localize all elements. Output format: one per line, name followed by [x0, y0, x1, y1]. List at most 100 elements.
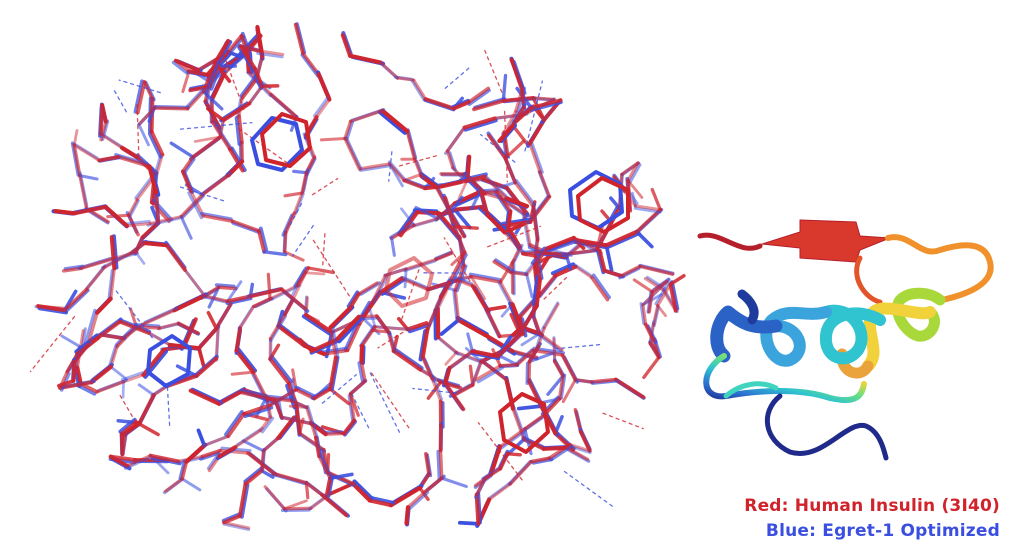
- bond-stick: [448, 195, 464, 215]
- bond-stick: [542, 301, 560, 329]
- bond-stick: [573, 407, 583, 434]
- hydrogen-bond: [136, 103, 140, 160]
- bond-stick: [306, 266, 335, 275]
- hydrogen-bond: [321, 374, 357, 404]
- bond-stick: [252, 66, 265, 89]
- bond-stick: [525, 246, 549, 277]
- bond-stick: [260, 449, 266, 473]
- bond-stick: [179, 193, 204, 219]
- ring-red-top: [260, 112, 312, 168]
- bond-stick: [405, 321, 429, 332]
- bond-stick: [445, 149, 455, 170]
- bond-stick: [474, 492, 481, 526]
- bond-stick: [425, 296, 443, 331]
- bond-stick: [347, 53, 383, 65]
- bond-stick: [152, 106, 190, 111]
- ring-red-right: [576, 176, 630, 234]
- bond-stick: [482, 174, 509, 201]
- bond-stick: [485, 213, 507, 235]
- bond-stick: [98, 332, 125, 341]
- bond-stick: [111, 250, 138, 261]
- bond-stick: [488, 444, 503, 477]
- bond-stick: [268, 283, 300, 301]
- bond-stick: [255, 24, 265, 59]
- bond-stick: [181, 69, 191, 94]
- bond-stick: [650, 187, 662, 212]
- bond-stick: [276, 324, 307, 348]
- bond-stick: [430, 377, 443, 403]
- bond-stick: [119, 431, 125, 457]
- bond-stick: [356, 281, 379, 296]
- bond-stick: [391, 349, 423, 372]
- legend-blue-label: Blue: Egret-1 Optimized: [765, 521, 1000, 541]
- bond-stick: [323, 431, 346, 436]
- bond-stick: [283, 191, 304, 198]
- bond-stick: [452, 204, 484, 212]
- bond-stick: [462, 116, 497, 130]
- bond-stick: [388, 485, 423, 508]
- bond-stick: [472, 98, 506, 112]
- bond-stick: [589, 377, 618, 384]
- bond-stick: [201, 90, 224, 111]
- bond-stick: [196, 326, 219, 351]
- bond-stick: [203, 294, 230, 303]
- bond-stick: [140, 220, 161, 240]
- bond-stick: [496, 331, 522, 359]
- bond-stick: [498, 362, 519, 368]
- bond-stick: [538, 170, 552, 199]
- bond-stick: [283, 298, 295, 317]
- bond-stick: [218, 118, 226, 139]
- bond-stick: [134, 420, 160, 437]
- bond-stick: [180, 169, 193, 193]
- bond-stick: [240, 76, 259, 100]
- bond-stick: [359, 343, 365, 365]
- bond-stick: [412, 78, 428, 101]
- bond-stick: [474, 477, 487, 497]
- bond-stick: [647, 290, 654, 314]
- bond-stick: [357, 361, 365, 385]
- bond-stick: [443, 195, 457, 229]
- bond-stick: [260, 469, 275, 479]
- bond-stick: [485, 307, 502, 339]
- bond-stick: [509, 58, 525, 93]
- bond-stick: [633, 206, 662, 214]
- bond-stick: [523, 246, 548, 276]
- bond-stick: [238, 44, 261, 53]
- bond-stick: [141, 308, 176, 326]
- bond-stick: [99, 131, 124, 149]
- bond-stick: [235, 426, 264, 447]
- bond-stick: [215, 39, 233, 66]
- bond-stick: [469, 274, 503, 284]
- bond-stick: [465, 154, 472, 178]
- bond-stick: [256, 51, 284, 59]
- bond-stick: [119, 145, 138, 159]
- bond-stick: [334, 314, 361, 342]
- bond-stick: [466, 86, 491, 104]
- bond-stick: [345, 120, 354, 142]
- bond-stick: [328, 325, 338, 360]
- bond-stick: [295, 266, 311, 288]
- bond-stick: [443, 381, 466, 412]
- bond-stick: [304, 481, 324, 497]
- bond-stick: [164, 477, 184, 493]
- bond-stick: [328, 355, 338, 391]
- bond-stick: [638, 264, 675, 276]
- hydrogen-bond: [112, 87, 127, 113]
- bond-stick: [237, 305, 255, 331]
- bond-stick: [86, 310, 99, 347]
- bond-stick: [613, 377, 646, 400]
- bond-stick: [259, 226, 269, 252]
- bond-stick: [527, 351, 554, 364]
- hydrogen-bond: [311, 177, 339, 196]
- bond-stick: [457, 520, 481, 526]
- bond-stick: [127, 213, 140, 237]
- ring-red-mid: [384, 256, 434, 308]
- bond-stick: [380, 108, 410, 134]
- bond-stick: [187, 69, 210, 77]
- bond-stick: [107, 269, 114, 303]
- bond-stick: [312, 387, 333, 401]
- bond-stick: [631, 191, 637, 208]
- bond-stick: [76, 383, 97, 396]
- bond-stick: [154, 190, 160, 225]
- bond-stick: [238, 304, 256, 330]
